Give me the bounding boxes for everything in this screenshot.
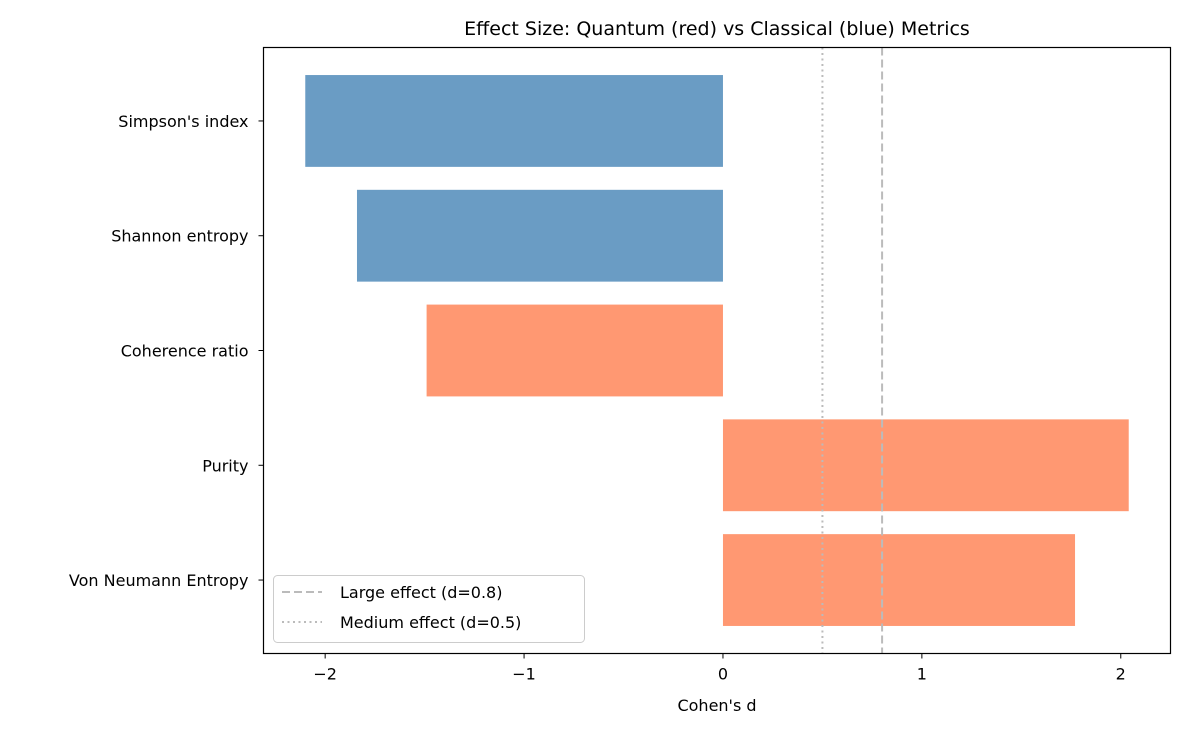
chart-title: Effect Size: Quantum (red) vs Classical … [464,18,970,40]
x-tick-label: 2 [1116,665,1126,684]
y-tick-label: Coherence ratio [121,342,249,361]
legend: Large effect (d=0.8) Medium effect (d=0.5… [273,575,585,643]
bar [426,304,723,397]
x-tick-label: −1 [512,665,536,684]
y-tick-label: Von Neumann Entropy [69,571,249,590]
x-tick-label: 0 [718,665,728,684]
y-tick-label: Purity [202,456,248,475]
bar [722,419,1129,512]
y-tick-label: Shannon entropy [111,227,248,246]
x-tick-label: 1 [917,665,927,684]
bar [305,75,723,167]
x-axis-label: Cohen's d [677,696,756,715]
x-tick-label: −2 [313,665,337,684]
legend-label: Large effect (d=0.8) [340,583,502,602]
legend-box [273,575,585,643]
bar [722,534,1076,626]
y-tick-label: Simpson's index [118,112,248,131]
bar [356,189,723,282]
legend-label: Medium effect (d=0.5) [340,613,521,632]
